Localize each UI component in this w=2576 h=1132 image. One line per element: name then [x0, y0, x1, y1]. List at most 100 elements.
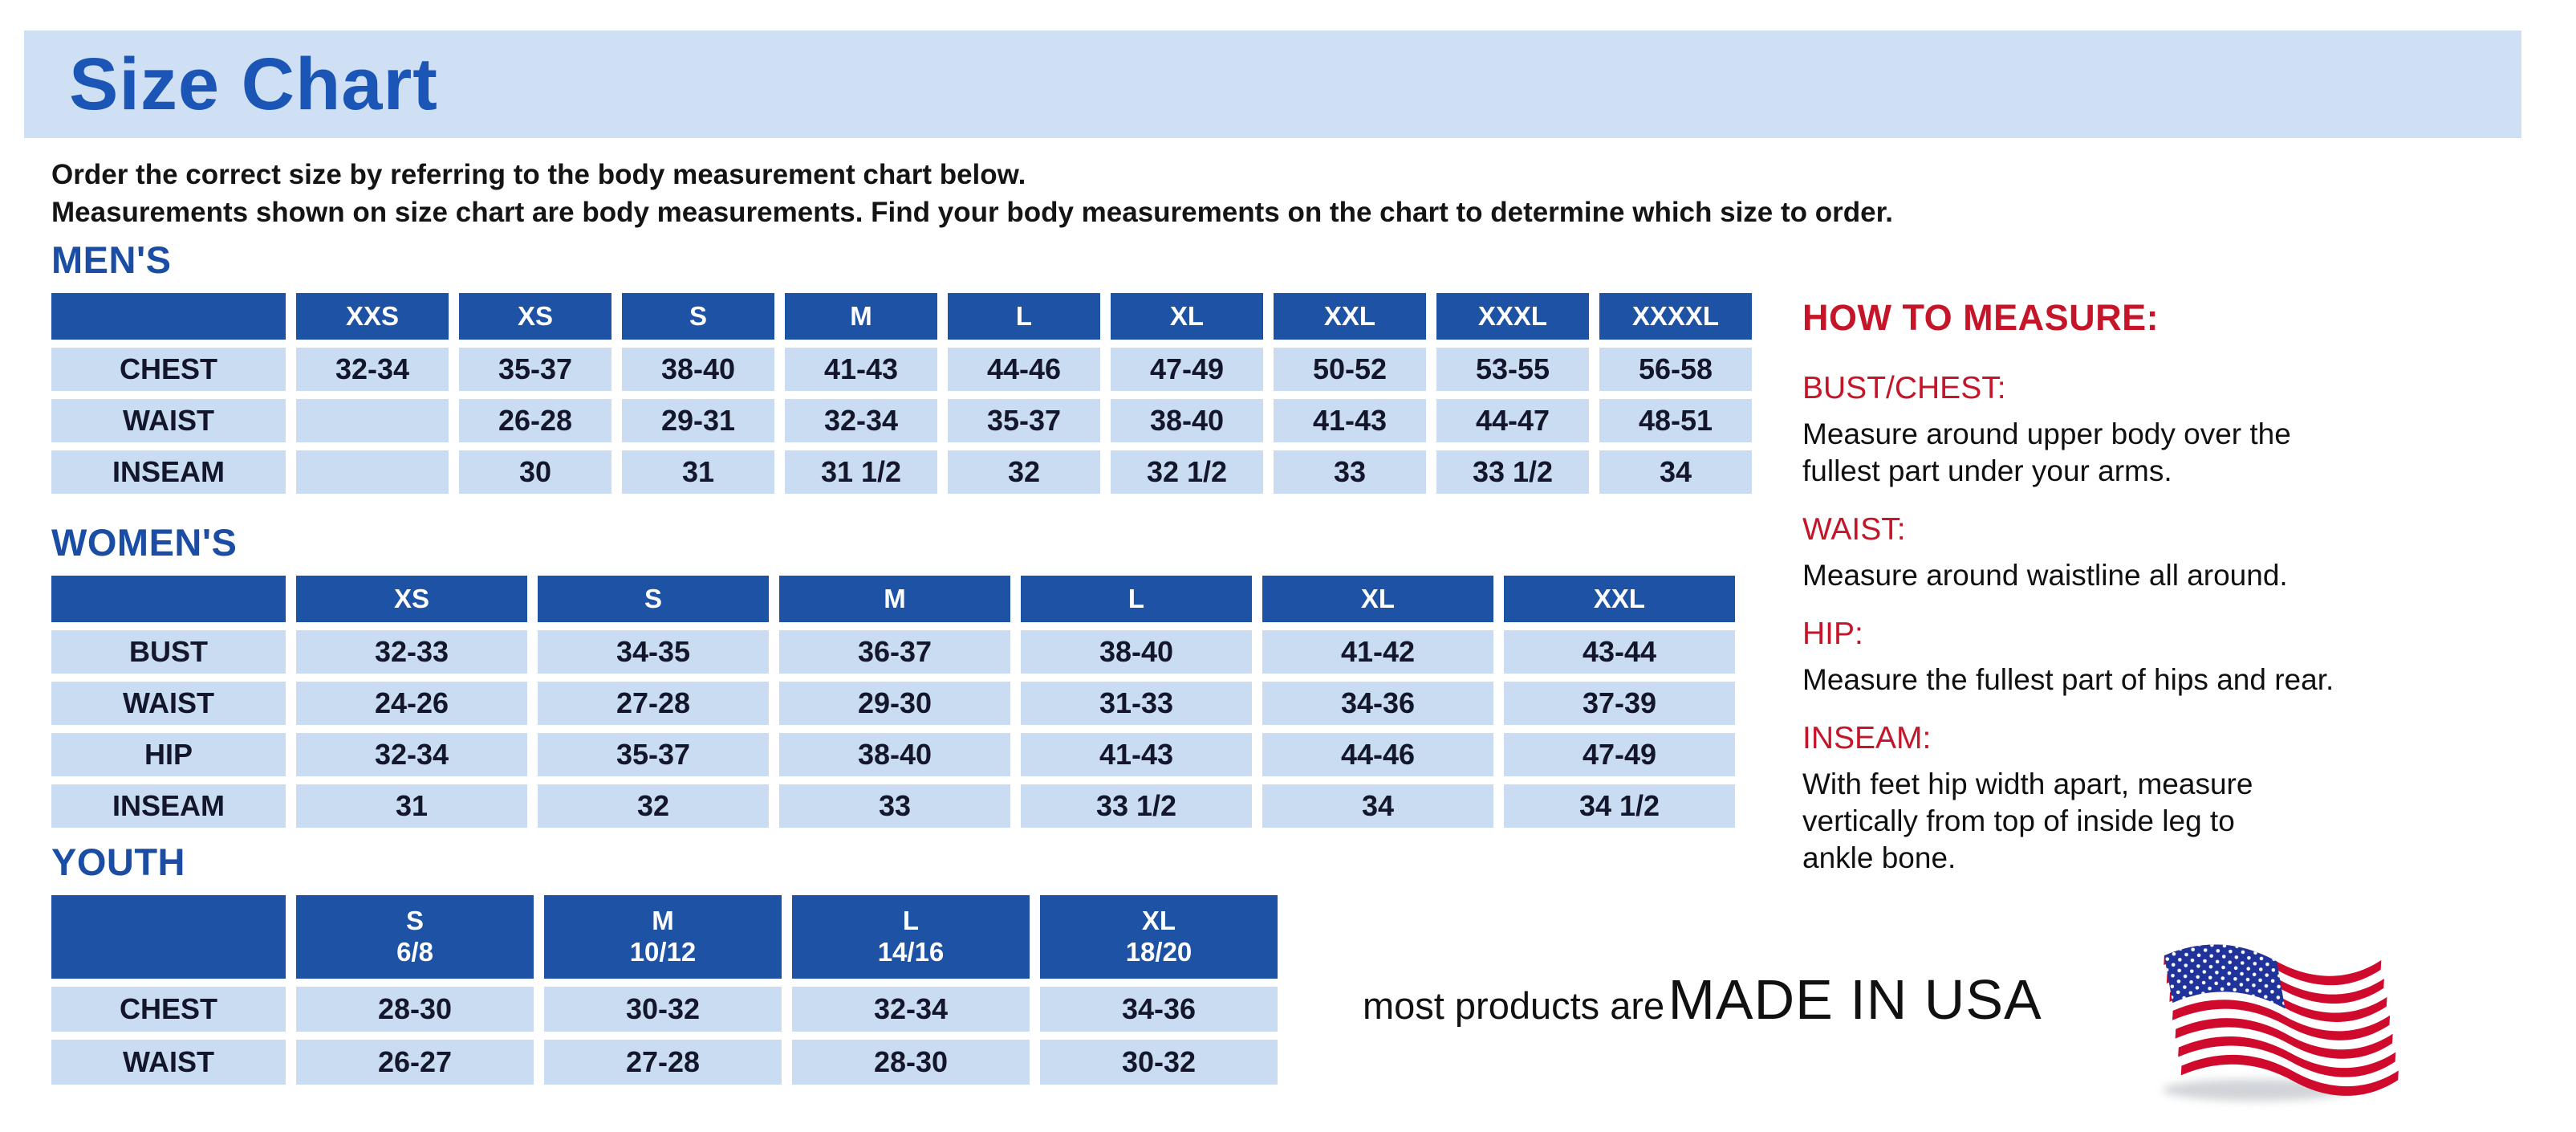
youth-header-row: S 6/8 M 10/12 L 14/16 XL 18/20 — [51, 895, 1278, 979]
col-header: L 14/16 — [792, 895, 1030, 979]
measure-label: BUST/CHEST: — [1802, 371, 2006, 405]
table-row: HIP 32-34 35-37 38-40 41-43 44-46 47-49 — [51, 733, 1735, 776]
cell: 32-34 — [296, 348, 449, 391]
row-label: INSEAM — [51, 784, 286, 828]
cell: 34 — [1599, 450, 1752, 494]
cell: 33 1/2 — [1021, 784, 1252, 828]
col-header: L — [948, 293, 1100, 340]
youth-heading: YOUTH — [51, 841, 185, 883]
size-range: 10/12 — [629, 937, 697, 967]
cell: 29-31 — [622, 399, 774, 442]
col-header: M — [779, 576, 1010, 622]
cell: 36-37 — [779, 630, 1010, 674]
table-row: WAIST 24-26 27-28 29-30 31-33 34-36 37-3… — [51, 682, 1735, 725]
cell — [296, 450, 449, 494]
cell: 32 — [538, 784, 769, 828]
measure-label: WAIST: — [1802, 512, 1906, 547]
measure-text: Measure around waistline all around. — [1802, 559, 2288, 592]
measure-label: HIP: — [1802, 617, 1863, 651]
cell: 32 1/2 — [1111, 450, 1263, 494]
how-to-measure-section: HOW TO MEASURE: BUST/CHEST: Measure arou… — [1802, 297, 2557, 877]
cell: 32-33 — [296, 630, 527, 674]
col-header: XS — [296, 576, 527, 622]
cell: 44-46 — [1262, 733, 1493, 776]
size-label: S — [405, 906, 424, 936]
size-range: 6/8 — [396, 937, 433, 967]
cell: 28-30 — [296, 987, 534, 1032]
cell: 26-28 — [459, 399, 611, 442]
cell: 41-43 — [785, 348, 937, 391]
womens-size-table: XS S M L XL XXL BUST 32-33 34-35 36-37 3… — [41, 568, 1745, 836]
cell: 34-36 — [1262, 682, 1493, 725]
measure-text: Measure around upper body over the fulle… — [1802, 417, 2291, 487]
title-banner: Size Chart — [24, 31, 2521, 138]
col-header: XXXXL — [1599, 293, 1752, 340]
cell: 27-28 — [538, 682, 769, 725]
measure-text: Measure the fullest part of hips and rea… — [1802, 663, 2334, 696]
cell: 47-49 — [1504, 733, 1735, 776]
measure-text: With feet hip width apart, measure verti… — [1802, 768, 2253, 874]
youth-section: YOUTH S 6/8 M 10/12 L 14/16 XL 18/20 CHEST 2… — [51, 840, 1288, 1093]
cell: 34 — [1262, 784, 1493, 828]
size-label: XL — [1141, 906, 1176, 936]
col-header: XL — [1262, 576, 1493, 622]
cell: 31-33 — [1021, 682, 1252, 725]
col-header: S — [622, 293, 774, 340]
corner-cell — [51, 576, 286, 622]
cell: 32 — [948, 450, 1100, 494]
row-label: WAIST — [51, 399, 286, 442]
cell: 32-34 — [792, 987, 1030, 1032]
table-row: BUST 32-33 34-35 36-37 38-40 41-42 43-44 — [51, 630, 1735, 674]
cell: 33 — [779, 784, 1010, 828]
col-header: M — [785, 293, 937, 340]
table-row: CHEST 32-34 35-37 38-40 41-43 44-46 47-4… — [51, 348, 1752, 391]
cell: 38-40 — [1111, 399, 1263, 442]
col-header: M 10/12 — [544, 895, 782, 979]
mens-size-table: XXS XS S M L XL XXL XXXL XXXXL CHEST 32-… — [41, 285, 1762, 502]
cell: 31 — [296, 784, 527, 828]
cell: 24-26 — [296, 682, 527, 725]
col-header: XXS — [296, 293, 449, 340]
page-title: Size Chart — [69, 43, 438, 125]
col-header: S 6/8 — [296, 895, 534, 979]
measure-item: BUST/CHEST: Measure around upper body ov… — [1802, 371, 2557, 490]
cell — [296, 399, 449, 442]
cell: 31 — [622, 450, 774, 494]
measure-item: INSEAM: With feet hip width apart, measu… — [1802, 721, 2557, 877]
made-in-usa-text: MADE IN USA — [1668, 968, 2042, 1031]
cell: 34 1/2 — [1504, 784, 1735, 828]
size-label: L — [902, 906, 920, 936]
corner-cell — [51, 293, 286, 340]
cell: 44-47 — [1436, 399, 1589, 442]
cell: 44-46 — [948, 348, 1100, 391]
size-label: M — [652, 906, 674, 936]
row-label: HIP — [51, 733, 286, 776]
row-label: CHEST — [51, 348, 286, 391]
measure-item: HIP: Measure the fullest part of hips an… — [1802, 617, 2557, 698]
table-row: WAIST 26-27 27-28 28-30 30-32 — [51, 1040, 1278, 1085]
col-header: XL — [1111, 293, 1263, 340]
cell: 38-40 — [622, 348, 774, 391]
cell: 31 1/2 — [785, 450, 937, 494]
cell: 26-27 — [296, 1040, 534, 1085]
cell: 43-44 — [1504, 630, 1735, 674]
cell: 32-34 — [785, 399, 937, 442]
col-header: XXL — [1504, 576, 1735, 622]
col-header: XS — [459, 293, 611, 340]
measure-item: WAIST: Measure around waistline all arou… — [1802, 512, 2557, 594]
cell: 33 1/2 — [1436, 450, 1589, 494]
how-to-measure-heading: HOW TO MEASURE: — [1802, 297, 2160, 338]
table-row: INSEAM 30 31 31 1/2 32 32 1/2 33 33 1/2 … — [51, 450, 1752, 494]
cell: 34-36 — [1040, 987, 1278, 1032]
row-label: CHEST — [51, 987, 286, 1032]
col-header: XXXL — [1436, 293, 1589, 340]
row-label: WAIST — [51, 1040, 286, 1085]
cell: 37-39 — [1504, 682, 1735, 725]
col-header: S — [538, 576, 769, 622]
cell: 41-43 — [1274, 399, 1426, 442]
cell: 41-42 — [1262, 630, 1493, 674]
size-range: 14/16 — [877, 937, 945, 967]
cell: 35-37 — [459, 348, 611, 391]
cell: 48-51 — [1599, 399, 1752, 442]
cell: 34-35 — [538, 630, 769, 674]
